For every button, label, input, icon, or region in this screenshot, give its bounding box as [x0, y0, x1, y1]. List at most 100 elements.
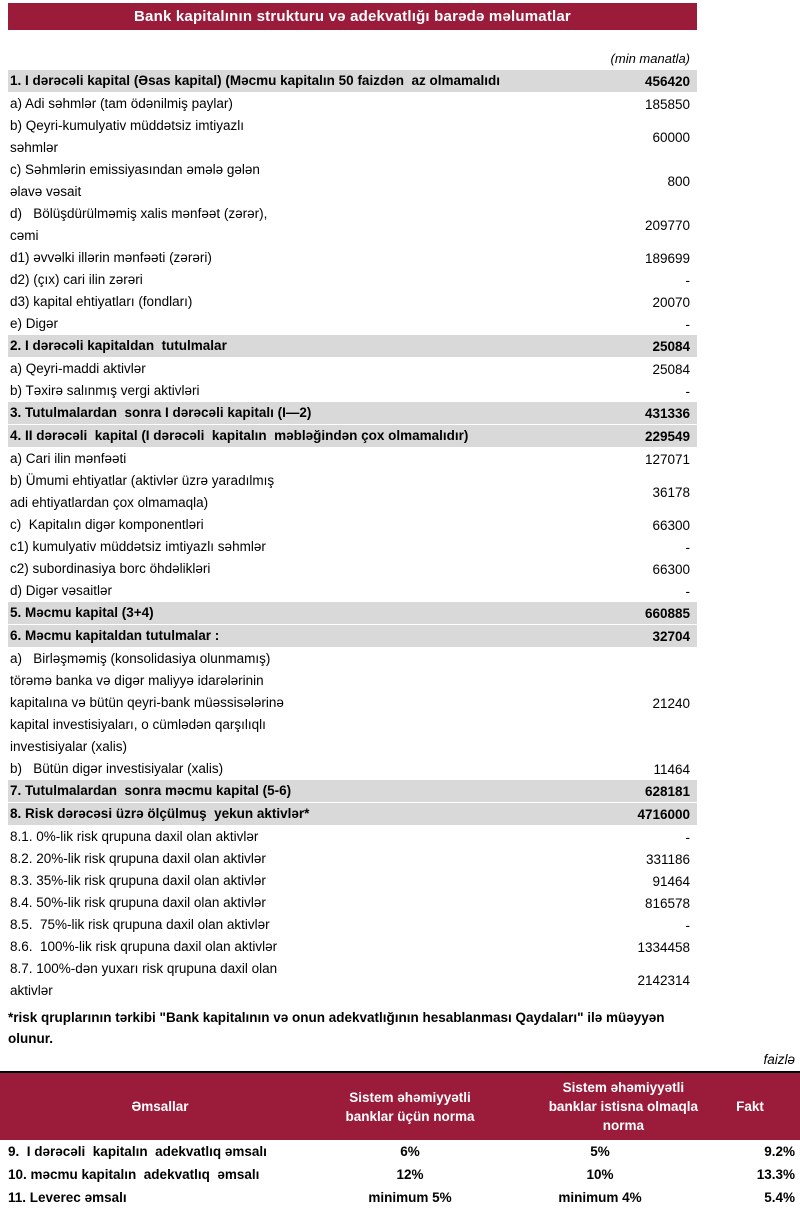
ratio-row-non-systemic-norm: 10% — [586, 1167, 614, 1182]
ratio-row-label: 11. Leverec əmsalı — [8, 1190, 127, 1205]
capital-row-value: 1334458 — [637, 939, 690, 955]
capital-row-value: - — [685, 316, 691, 332]
capital-row: a) Adi səhmlər (tam ödənilmiş paylar) 185… — [8, 93, 697, 115]
capital-row-label: c2) subordinasiya borc öhdəlikləri — [10, 561, 211, 576]
capital-row-label: a) Birləşməmiş (konsolidasiya olunmamış)… — [10, 651, 284, 754]
capital-row-label: b) Təxirə salınmış vergi aktivləri — [10, 383, 200, 398]
capital-row-value: 66300 — [652, 517, 690, 533]
capital-row-label: b) Bütün digər investisiyalar (xalis) — [10, 761, 224, 776]
report-title: Bank kapitalının strukturu və adekvatlığ… — [134, 8, 571, 25]
capital-row: 8.3. 35%-lik risk qrupuna daxil olan akt… — [8, 870, 697, 892]
capital-row-label: 8. Risk dərəcəsi üzrə ölçülmuş yekun akt… — [10, 806, 310, 821]
capital-row-value: - — [685, 917, 691, 933]
ratios-table-header: Əmsallar Sistem əhəmiyyətli banklar üçün… — [0, 1073, 800, 1140]
capital-row-value: 91464 — [652, 873, 690, 889]
ratio-row-systemic-norm: minimum 5% — [368, 1190, 452, 1205]
capital-row-value: 456420 — [644, 73, 690, 89]
capital-row-value: 25084 — [652, 361, 690, 377]
capital-row-label: 8.6. 100%-lik risk qrupuna daxil olan ak… — [10, 939, 278, 954]
ratio-row: 11. Leverec əmsalı minimum 5% minimum 4% 5.… — [0, 1186, 800, 1209]
ratio-row-non-systemic-norm: 5% — [590, 1144, 610, 1159]
ratio-row-fact: 5.4% — [764, 1190, 795, 1205]
capital-row-value: 4716000 — [637, 806, 690, 822]
capital-row-value: - — [685, 272, 691, 288]
capital-row: c) Kapitalın digər komponentləri 66300 — [8, 514, 697, 536]
capital-row-value: 11464 — [653, 761, 690, 777]
capital-row-value: 331186 — [645, 851, 690, 867]
capital-row-value: 431336 — [644, 405, 690, 421]
capital-row-label: c) Səhmlərin emissiyasından əmələ gələn … — [10, 162, 260, 199]
capital-row-value: 36178 — [652, 484, 690, 500]
capital-row: b) Bütün digər investisiyalar (xalis) 114… — [8, 758, 697, 780]
capital-row: b) Təxirə salınmış vergi aktivləri - — [8, 380, 697, 402]
capital-row-label: 8.4. 50%-lik risk qrupuna daxil olan akt… — [10, 895, 266, 910]
capital-row: b) Ümumi ehtiyatlar (aktivlər üzrə yarad… — [8, 470, 697, 514]
capital-row: 8.2. 20%-lik risk qrupuna daxil olan akt… — [8, 848, 697, 870]
ratio-row-fact: 13.3% — [756, 1167, 795, 1182]
capital-row-value: 209770 — [644, 217, 690, 233]
capital-row-value: 25084 — [652, 338, 690, 354]
report-title-bar: Bank kapitalının strukturu və adekvatlığ… — [8, 3, 697, 30]
capital-row-value: - — [685, 539, 691, 555]
ratio-row-non-systemic-norm: minimum 4% — [558, 1190, 642, 1205]
capital-row-label: 5. Məcmu kapital (3+4) — [10, 605, 154, 620]
capital-row-label: b) Qeyri-kumulyativ müddətsiz imtiyazlı … — [10, 118, 245, 155]
capital-row-value: 2142314 — [637, 972, 690, 988]
unit-note: (min manatla) — [610, 51, 690, 66]
capital-row-label: c1) kumulyativ müddətsiz imtiyazlı səhml… — [10, 539, 266, 554]
capital-row-value: 816578 — [644, 895, 690, 911]
ratio-row: 9. I dərəcəli kapitalın adekvatlıq əmsal… — [0, 1140, 800, 1163]
report-page: Bank kapitalının strukturu və adekvatlığ… — [0, 3, 800, 1205]
capital-row-value: 60000 — [652, 129, 690, 145]
capital-row-value: 32704 — [652, 628, 690, 644]
capital-row: a) Qeyri-maddi aktivlər 25084 — [8, 358, 697, 380]
capital-row-value: 66300 — [652, 561, 690, 577]
capital-row: c1) kumulyativ müddətsiz imtiyazlı səhml… — [8, 536, 697, 558]
capital-row-label: 8.5. 75%-lik risk qrupuna daxil olan akt… — [10, 917, 270, 932]
capital-row: d2) (çıx) cari ilin zərəri - — [8, 269, 697, 291]
capital-row: 6. Məcmu kapitaldan tutulmalar : 32704 — [8, 625, 697, 648]
capital-row-value: - — [685, 383, 691, 399]
capital-row-value: 628181 — [644, 783, 690, 799]
capital-row-label: e) Digər — [10, 316, 59, 331]
capital-row-value: 800 — [667, 173, 690, 189]
capital-row: d1) əvvəlki illərin mənfəəti (zərəri) 189… — [8, 247, 697, 269]
capital-row-label: d) Bölüşdürülməmiş xalis mənfəət (zərər)… — [10, 206, 268, 243]
capital-row-label: a) Cari ilin mənfəəti — [10, 451, 127, 466]
capital-row-value: 229549 — [644, 428, 690, 444]
capital-structure-table: 1. I dərəcəli kapital (Əsas kapital) (Mə… — [8, 70, 697, 1002]
capital-row-label: 8.1. 0%-lik risk qrupuna daxil olan akti… — [10, 829, 259, 844]
ratio-row-systemic-norm: 12% — [396, 1167, 424, 1182]
capital-row: a) Birləşməmiş (konsolidasiya olunmamış)… — [8, 648, 697, 758]
capital-row-label: d1) əvvəlki illərin mənfəəti (zərəri) — [10, 250, 212, 265]
capital-row-label: 7. Tutulmalardan sonra məcmu kapital (5-… — [10, 783, 292, 798]
capital-row: 8.6. 100%-lik risk qrupuna daxil olan ak… — [8, 936, 697, 958]
ratio-row-systemic-norm: 6% — [400, 1144, 420, 1159]
header-fact: Fakt — [736, 1099, 764, 1114]
capital-row: c) Səhmlərin emissiyasından əmələ gələn … — [8, 159, 697, 203]
capital-row-label: 1. I dərəcəli kapital (Əsas kapital) (Mə… — [10, 73, 500, 88]
capital-row: 5. Məcmu kapital (3+4) 660885 — [8, 602, 697, 625]
capital-row-label: 3. Tutulmalardan sonra I dərəcəli kapita… — [10, 405, 312, 420]
capital-row-label: a) Qeyri-maddi aktivlər — [10, 361, 146, 376]
capital-row: 7. Tutulmalardan sonra məcmu kapital (5-… — [8, 780, 697, 803]
ratios-table-body: 9. I dərəcəli kapitalın adekvatlıq əmsal… — [0, 1140, 800, 1209]
ratio-row-label: 9. I dərəcəli kapitalın adekvatlıq əmsal… — [8, 1144, 267, 1159]
ratio-row: 10. məcmu kapitalın adekvatlıq əmsalı 12%… — [0, 1163, 800, 1186]
capital-row: 1. I dərəcəli kapital (Əsas kapital) (Mə… — [8, 70, 697, 93]
capital-row-value: 21240 — [652, 695, 690, 711]
capital-row-value: 127071 — [644, 451, 690, 467]
ratio-row-label: 10. məcmu kapitalın adekvatlıq əmsalı — [8, 1167, 260, 1182]
percent-unit-note: faizlə — [763, 1052, 795, 1067]
capital-row-value: - — [685, 829, 691, 845]
capital-row-label: 2. I dərəcəli kapitaldan tutulmalar — [10, 338, 227, 353]
capital-row-value: 185850 — [644, 96, 690, 112]
capital-row-label: a) Adi səhmlər (tam ödənilmiş paylar) — [10, 96, 233, 111]
capital-row-label: 8.3. 35%-lik risk qrupuna daxil olan akt… — [10, 873, 266, 888]
capital-row: d) Bölüşdürülməmiş xalis mənfəət (zərər)… — [8, 203, 697, 247]
ratios-table: Əmsallar Sistem əhəmiyyətli banklar üçün… — [0, 1071, 800, 1209]
capital-row: b) Qeyri-kumulyativ müddətsiz imtiyazlı … — [8, 115, 697, 159]
capital-row-label: b) Ümumi ehtiyatlar (aktivlər üzrə yarad… — [10, 473, 275, 510]
capital-row-value: 20070 — [652, 294, 690, 310]
capital-row: 3. Tutulmalardan sonra I dərəcəli kapita… — [8, 402, 697, 425]
